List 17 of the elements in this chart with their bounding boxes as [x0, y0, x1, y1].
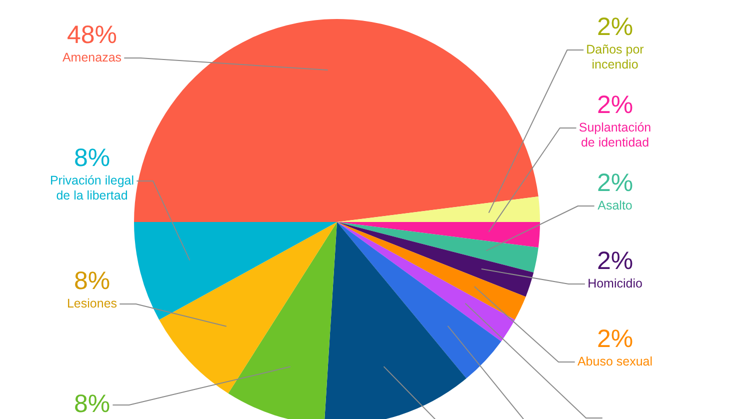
- slice-label: Amenazas: [62, 50, 122, 64]
- data-label: 8%: [74, 390, 110, 418]
- data-label: 48%: [66, 20, 118, 49]
- data-label: 2%: [596, 90, 634, 119]
- slice-label: Privación ilegal de la libertad: [50, 173, 134, 202]
- data-label: 8%: [74, 266, 110, 295]
- data-label: 2%: [596, 12, 634, 41]
- data-label: 2%: [596, 168, 634, 197]
- data-label: 8%: [74, 144, 110, 172]
- slice-label: Abuso sexual: [577, 354, 653, 368]
- slice-label: Suplantación de identidad: [578, 120, 652, 150]
- data-label: 2%: [596, 324, 634, 353]
- data-label: 2%: [596, 246, 634, 275]
- slice-label: Homicidio: [588, 276, 642, 290]
- slice-label: Lesiones: [66, 296, 118, 310]
- slice-label: Asalto: [598, 198, 632, 212]
- slice-label: Daños por incendio: [586, 42, 644, 72]
